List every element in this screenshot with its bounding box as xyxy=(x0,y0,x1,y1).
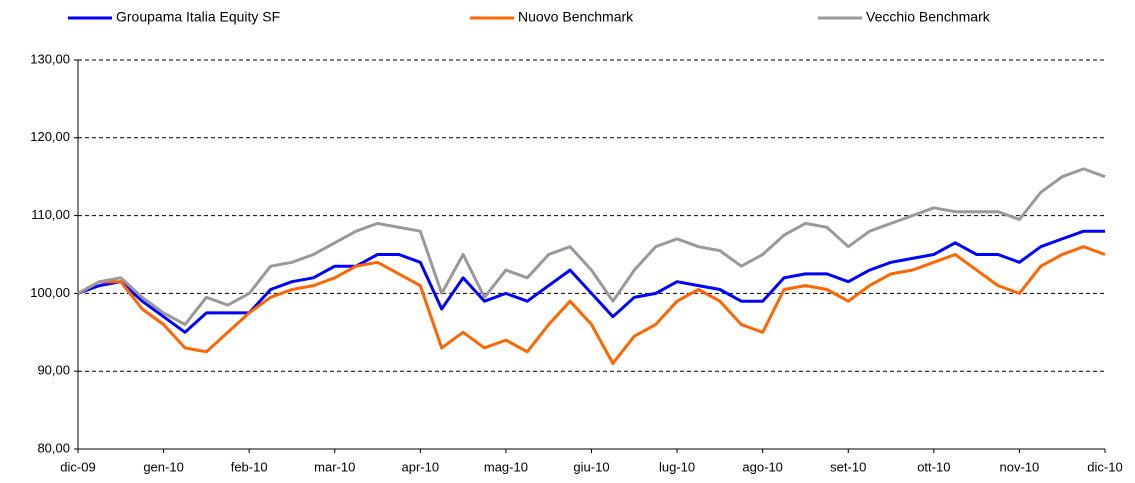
y-tick-label: 90,00 xyxy=(37,363,70,378)
x-tick-label: nov-10 xyxy=(1000,459,1040,474)
x-tick-label: dic-09 xyxy=(60,459,95,474)
legend-label: Nuovo Benchmark xyxy=(518,9,634,25)
y-tick-label: 80,00 xyxy=(37,440,70,455)
series-line xyxy=(77,245,1106,365)
y-tick-label: 100,00 xyxy=(30,285,70,300)
x-tick-label: apr-10 xyxy=(402,459,440,474)
x-tick-label: set-10 xyxy=(830,459,866,474)
y-tick-label: 130,00 xyxy=(30,51,70,66)
x-tick-label: ago-10 xyxy=(742,459,782,474)
x-tick-label: mar-10 xyxy=(314,459,355,474)
x-tick-label: feb-10 xyxy=(231,459,268,474)
y-tick-label: 110,00 xyxy=(31,207,70,222)
y-tick-label: 120,00 xyxy=(30,129,70,144)
x-tick-label: giu-10 xyxy=(573,459,609,474)
x-tick-label: mag-10 xyxy=(484,459,528,474)
legend-label: Groupama Italia Equity SF xyxy=(116,9,280,25)
x-tick-label: ott-10 xyxy=(917,459,950,474)
x-tick-label: gen-10 xyxy=(143,459,183,474)
series-line xyxy=(77,229,1105,334)
series-line xyxy=(77,167,1106,326)
x-tick-label: lug-10 xyxy=(659,459,695,474)
legend-label: Vecchio Benchmark xyxy=(866,9,991,25)
x-tick-label: dic-10 xyxy=(1087,459,1122,474)
